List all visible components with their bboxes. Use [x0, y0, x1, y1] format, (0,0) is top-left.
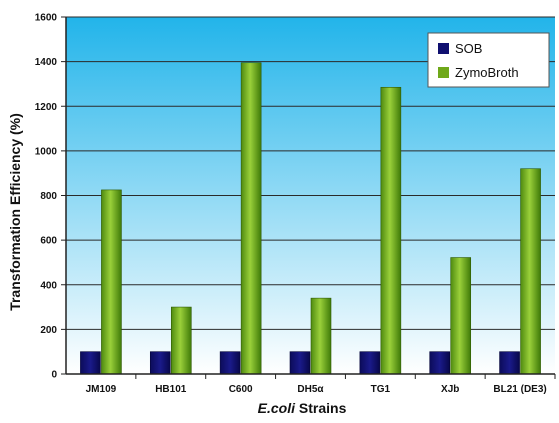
bar-sob [359, 351, 381, 375]
x-axis-label-italic: E.coli [258, 400, 296, 416]
bar-zymobroth [170, 306, 192, 375]
bar-zymobroth [520, 168, 541, 375]
x-tick-label: JM109 [86, 384, 117, 395]
x-tick-label: BL21 (DE3) [493, 384, 546, 395]
y-tick-label: 200 [40, 325, 57, 336]
bar-sob [429, 351, 451, 375]
x-axis-label: E.coli Strains [258, 400, 347, 416]
bar-sob [149, 351, 171, 375]
y-axis-label: Transformation Efficiency (%) [7, 113, 23, 311]
labels: 0 200 400 600 800 1000 1200 1400 1600 JM109 HB101 C… [35, 13, 547, 396]
x-tick-label: DH5α [297, 384, 324, 395]
x-tick-label: TG1 [371, 384, 391, 395]
y-tick-label: 800 [40, 191, 57, 202]
legend-swatch-sob [438, 43, 449, 54]
x-axis-label-rest: Strains [295, 400, 347, 416]
y-tick-label: 1000 [35, 146, 58, 157]
y-tick-label: 600 [40, 236, 57, 247]
y-tick-label: 1400 [35, 57, 58, 68]
bar-zymobroth [380, 86, 402, 375]
y-tick-label: 1600 [35, 13, 58, 24]
y-tick-label: 0 [51, 370, 57, 381]
legend-swatch-zymobroth [438, 67, 449, 78]
legend-label-zymobroth: ZymoBroth [455, 65, 519, 80]
x-tick-label: HB101 [155, 384, 187, 395]
x-tick-label: XJb [441, 384, 459, 395]
bar-sob [499, 351, 520, 375]
bar-zymobroth [101, 189, 122, 375]
bar-sob [219, 351, 241, 375]
y-tick-label: 1200 [35, 102, 58, 113]
bar-sob [289, 351, 311, 375]
legend: SOB ZymoBroth [427, 32, 550, 88]
legend-label-sob: SOB [455, 41, 482, 56]
bar-sob [80, 351, 101, 375]
y-tick-label: 400 [40, 280, 57, 291]
x-tick-label: C600 [229, 384, 253, 395]
bar-zymobroth [310, 297, 332, 375]
bar-zymobroth [240, 62, 262, 375]
axes [61, 16, 556, 379]
bar-zymobroth [450, 257, 472, 375]
